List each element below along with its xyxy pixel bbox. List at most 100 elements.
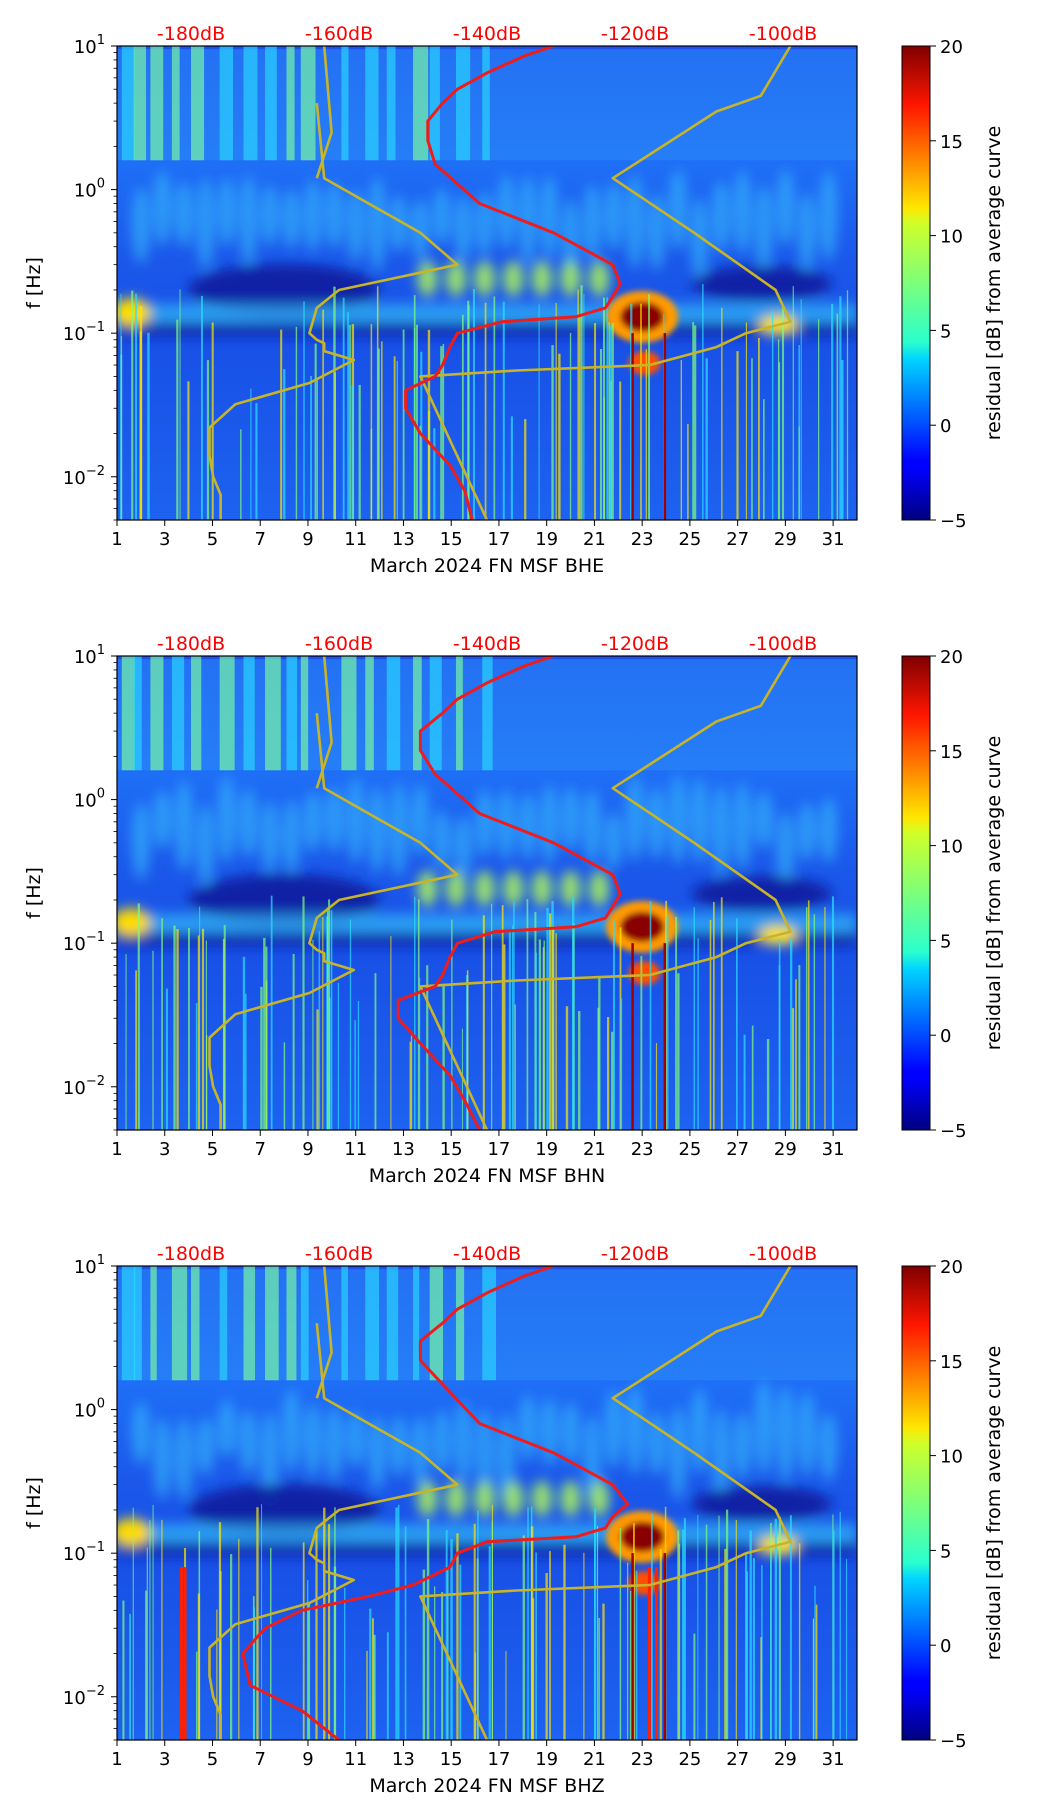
y-tick-base: 10 <box>74 791 97 812</box>
x-tick-label: 19 <box>535 1139 558 1160</box>
plot-frame <box>116 45 858 521</box>
hf-stripe <box>413 46 429 161</box>
microseism-blob <box>711 180 730 253</box>
y-tick-base: 10 <box>74 181 97 202</box>
hf-stripe <box>133 46 147 161</box>
microseism-blob <box>754 1380 773 1476</box>
x-tick-label: 1 <box>111 529 122 550</box>
x-tick-label: 7 <box>254 1139 265 1160</box>
y-tick-label: 100 <box>74 1397 105 1422</box>
colorbar-tick-label: 0 <box>940 416 951 437</box>
db-tick-label: -100dB <box>749 1243 817 1265</box>
hf-stripe <box>191 46 205 161</box>
microseism-blob <box>776 169 795 246</box>
colorbar: 20 15 10 5 0 −5 residual [dB] from average cur… <box>901 647 1005 1142</box>
spectrogram-bhn <box>117 656 857 1130</box>
microseism-blob <box>797 1392 816 1477</box>
y-tick-exponent: 1 <box>97 33 105 48</box>
red-mean-curve <box>241 1266 630 1740</box>
y-tick-exponent: −2 <box>86 1684 105 1699</box>
microseism-blob <box>518 175 537 266</box>
microseism-blob <box>217 775 236 863</box>
microseism-blob <box>174 181 193 247</box>
colorbar: 20 15 10 5 0 −5 residual [dB] from average cur… <box>901 1257 1005 1752</box>
microseism-blob <box>239 175 258 266</box>
y-tick-label: 10−2 <box>63 1684 105 1709</box>
x-tick-label: 31 <box>822 529 845 550</box>
microseism-blob <box>776 1387 795 1483</box>
x-tick-label: 7 <box>254 1749 265 1770</box>
red-mean-curve <box>396 656 622 1130</box>
microseism-peak <box>474 260 495 297</box>
yellow-envelope-right <box>419 46 792 520</box>
y-tick-base: 10 <box>63 1544 86 1565</box>
x-tick-label: 25 <box>678 1139 701 1160</box>
microseism-blob <box>303 791 322 852</box>
y-tick-base: 10 <box>63 934 86 955</box>
microseism-blob <box>196 178 215 269</box>
y-tick-label: 10−1 <box>63 1540 105 1565</box>
y-tick-base: 10 <box>74 647 97 668</box>
x-tick-label: 3 <box>159 529 170 550</box>
x-tick-label: 27 <box>726 529 749 550</box>
x-tick-label: 13 <box>392 1139 415 1160</box>
microseism-blob <box>690 198 709 280</box>
microseism-blob <box>583 184 602 262</box>
microseism-blob <box>325 1406 344 1481</box>
microseism-peak <box>474 870 495 907</box>
microseism-peak <box>560 1480 581 1517</box>
x-tick-label: 17 <box>487 1139 510 1160</box>
hf-stripe <box>171 656 185 771</box>
hf-stripe <box>429 1266 444 1381</box>
microseism-blob <box>540 1398 559 1466</box>
storm-blob <box>117 908 152 937</box>
y-tick-label: 10−2 <box>63 1074 105 1099</box>
microseism-blob <box>754 792 773 849</box>
microseism-blob <box>733 170 752 255</box>
microseism-blob <box>239 1410 258 1474</box>
y-tick-exponent: 0 <box>97 787 105 802</box>
db-tick-label: -180dB <box>157 1243 225 1265</box>
hf-stripe <box>150 1266 157 1381</box>
hf-stripe <box>243 46 258 161</box>
x-tick-label: 9 <box>302 1139 313 1160</box>
x-tick-label: 21 <box>583 529 606 550</box>
yellow-envelope-right <box>419 1266 792 1740</box>
red-mean-curve <box>404 46 622 520</box>
microseism-blobs <box>117 1380 857 1556</box>
microseism-blob <box>819 171 838 262</box>
yellow-envelope-right <box>419 656 792 1130</box>
hf-stripe <box>365 656 374 771</box>
plot-frame <box>116 1265 858 1741</box>
hf-stripe <box>482 656 493 771</box>
microseism-blob <box>561 786 580 852</box>
microseism-blob <box>411 785 430 856</box>
microseism-blob <box>411 199 430 261</box>
microseism-blob <box>819 797 838 863</box>
hf-stripe <box>365 46 379 161</box>
microseism-peak <box>445 1480 466 1517</box>
x-tick-label: 9 <box>302 529 313 550</box>
colorbar-label: residual [dB] from average curve <box>983 1346 1005 1661</box>
y-tick-label: 101 <box>74 643 105 668</box>
microseism-peak <box>445 260 466 297</box>
x-tick-label: 5 <box>207 1139 218 1160</box>
hf-stripe <box>121 656 135 771</box>
quiet-region <box>691 876 832 913</box>
db-tick-label: -140dB <box>453 633 521 655</box>
x-tick-label: 1 <box>111 1749 122 1770</box>
microseism-peak <box>531 1480 552 1517</box>
microseism-blob <box>711 784 730 877</box>
y-tick-label: 101 <box>74 1253 105 1278</box>
x-tick-label: 15 <box>440 1749 463 1770</box>
plot-frame <box>116 655 858 1131</box>
microseism-blob <box>475 1408 494 1499</box>
microseism-blob <box>239 788 258 858</box>
microseism-blob <box>754 184 773 273</box>
storm-low <box>628 960 661 985</box>
microseism-blob <box>776 811 795 887</box>
hf-stripe <box>429 656 442 771</box>
microseism-peak <box>445 870 466 907</box>
x-tick-label: 17 <box>487 1749 510 1770</box>
